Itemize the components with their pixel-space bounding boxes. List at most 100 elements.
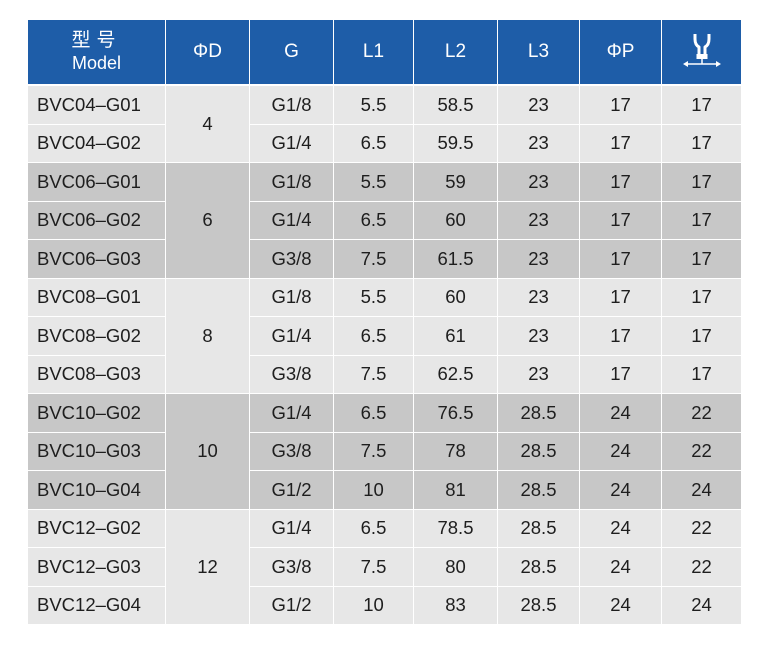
cell-l3: 23	[498, 124, 580, 163]
cell-model: BVC10–G04	[28, 471, 166, 510]
cell-l3: 23	[498, 355, 580, 394]
cell-phi-p: 17	[580, 86, 662, 125]
cell-phi-p: 24	[580, 394, 662, 433]
cell-phi-p: 17	[580, 163, 662, 202]
header-g: G	[250, 20, 334, 86]
header-wrench	[662, 20, 741, 86]
cell-phi-d: 4	[166, 86, 250, 163]
cell-l1: 7.5	[334, 548, 414, 587]
cell-wrench-size: 22	[662, 432, 741, 471]
cell-thread-g: G1/8	[250, 163, 334, 202]
cell-phi-p: 24	[580, 548, 662, 587]
cell-wrench-size: 24	[662, 586, 741, 625]
cell-model: BVC06–G01	[28, 163, 166, 202]
cell-l1: 7.5	[334, 240, 414, 279]
cell-l2: 60	[414, 278, 498, 317]
cell-phi-p: 17	[580, 124, 662, 163]
table-row: BVC10–G04 G1/2 10 81 28.5 24 24	[28, 471, 741, 510]
cell-l2: 59.5	[414, 124, 498, 163]
cell-wrench-size: 22	[662, 548, 741, 587]
cell-l3: 23	[498, 86, 580, 125]
cell-l2: 59	[414, 163, 498, 202]
cell-l2: 78	[414, 432, 498, 471]
cell-model: BVC06–G02	[28, 201, 166, 240]
cell-model: BVC08–G03	[28, 355, 166, 394]
cell-l2: 58.5	[414, 86, 498, 125]
cell-thread-g: G1/8	[250, 86, 334, 125]
cell-l1: 5.5	[334, 163, 414, 202]
cell-wrench-size: 22	[662, 509, 741, 548]
spec-body: BVC04–G01 4 G1/8 5.5 58.5 23 17 17 BVC04–G02 G1/4…	[28, 86, 741, 625]
cell-phi-d: 6	[166, 163, 250, 279]
table-row: BVC10–G03 G3/8 7.5 78 28.5 24 22	[28, 432, 741, 471]
cell-l3: 28.5	[498, 394, 580, 433]
cell-phi-p: 17	[580, 201, 662, 240]
cell-model: BVC08–G01	[28, 278, 166, 317]
spec-table: 型号 Model ΦD G L1 L2 L3 ΦP	[28, 20, 741, 625]
cell-phi-p: 17	[580, 355, 662, 394]
cell-phi-p: 17	[580, 240, 662, 279]
table-row: BVC08–G01 8 G1/8 5.5 60 23 17 17	[28, 278, 741, 394]
cell-l3: 28.5	[498, 548, 580, 587]
cell-l2: 61.5	[414, 240, 498, 279]
header-phi-p: ΦP	[580, 20, 662, 86]
cell-model: BVC06–G03	[28, 240, 166, 279]
cell-l3: 23	[498, 278, 580, 317]
cell-l1: 5.5	[334, 278, 414, 317]
cell-l1: 6.5	[334, 394, 414, 433]
cell-l2: 76.5	[414, 394, 498, 433]
cell-wrench-size: 17	[662, 240, 741, 279]
table-row: BVC08–G02 G1/4 6.5 61 23 17 17	[28, 317, 741, 356]
header-l2: L2	[414, 20, 498, 86]
cell-wrench-size: 17	[662, 317, 741, 356]
cell-model: BVC12–G04	[28, 586, 166, 625]
cell-phi-p: 24	[580, 509, 662, 548]
cell-model: BVC10–G02	[28, 394, 166, 433]
cell-l1: 7.5	[334, 355, 414, 394]
cell-l3: 28.5	[498, 509, 580, 548]
cell-wrench-size: 24	[662, 471, 741, 510]
cell-l2: 80	[414, 548, 498, 587]
cell-model: BVC12–G02	[28, 509, 166, 548]
cell-wrench-size: 17	[662, 124, 741, 163]
cell-wrench-size: 17	[662, 86, 741, 125]
cell-phi-d: 8	[166, 278, 250, 394]
header-model-en: Model	[71, 53, 122, 73]
wrench-size-icon	[679, 28, 725, 76]
cell-wrench-size: 17	[662, 355, 741, 394]
cell-phi-p: 24	[580, 432, 662, 471]
cell-l1: 10	[334, 471, 414, 510]
cell-l1: 5.5	[334, 86, 414, 125]
cell-thread-g: G1/4	[250, 201, 334, 240]
cell-thread-g: G1/2	[250, 586, 334, 625]
cell-l2: 83	[414, 586, 498, 625]
cell-phi-d: 12	[166, 509, 250, 625]
table-row: BVC06–G02 G1/4 6.5 60 23 17 17	[28, 201, 741, 240]
cell-l1: 6.5	[334, 124, 414, 163]
header-row: 型号 Model ΦD G L1 L2 L3 ΦP	[28, 20, 741, 86]
cell-l3: 28.5	[498, 432, 580, 471]
cell-l2: 78.5	[414, 509, 498, 548]
cell-thread-g: G3/8	[250, 548, 334, 587]
cell-model: BVC04–G02	[28, 124, 166, 163]
cell-l1: 7.5	[334, 432, 414, 471]
table-row: BVC12–G02 12 G1/4 6.5 78.5 28.5 24 22	[28, 509, 741, 625]
cell-phi-p: 17	[580, 317, 662, 356]
cell-wrench-size: 22	[662, 394, 741, 433]
cell-l2: 62.5	[414, 355, 498, 394]
header-model: 型号 Model	[28, 20, 166, 86]
cell-thread-g: G1/4	[250, 124, 334, 163]
cell-l2: 60	[414, 201, 498, 240]
table-row: BVC04–G02 G1/4 6.5 59.5 23 17 17	[28, 124, 741, 163]
cell-l1: 6.5	[334, 317, 414, 356]
table-row: BVC06–G01 6 G1/8 5.5 59 23 17 17	[28, 163, 741, 279]
cell-phi-p: 17	[580, 278, 662, 317]
cell-l2: 81	[414, 471, 498, 510]
cell-model: BVC10–G03	[28, 432, 166, 471]
table-row: BVC06–G03 G3/8 7.5 61.5 23 17 17	[28, 240, 741, 279]
cell-phi-d: 10	[166, 394, 250, 510]
table-row: BVC04–G01 4 G1/8 5.5 58.5 23 17 17	[28, 86, 741, 163]
cell-thread-g: G1/4	[250, 509, 334, 548]
cell-l3: 23	[498, 317, 580, 356]
header-l3: L3	[498, 20, 580, 86]
